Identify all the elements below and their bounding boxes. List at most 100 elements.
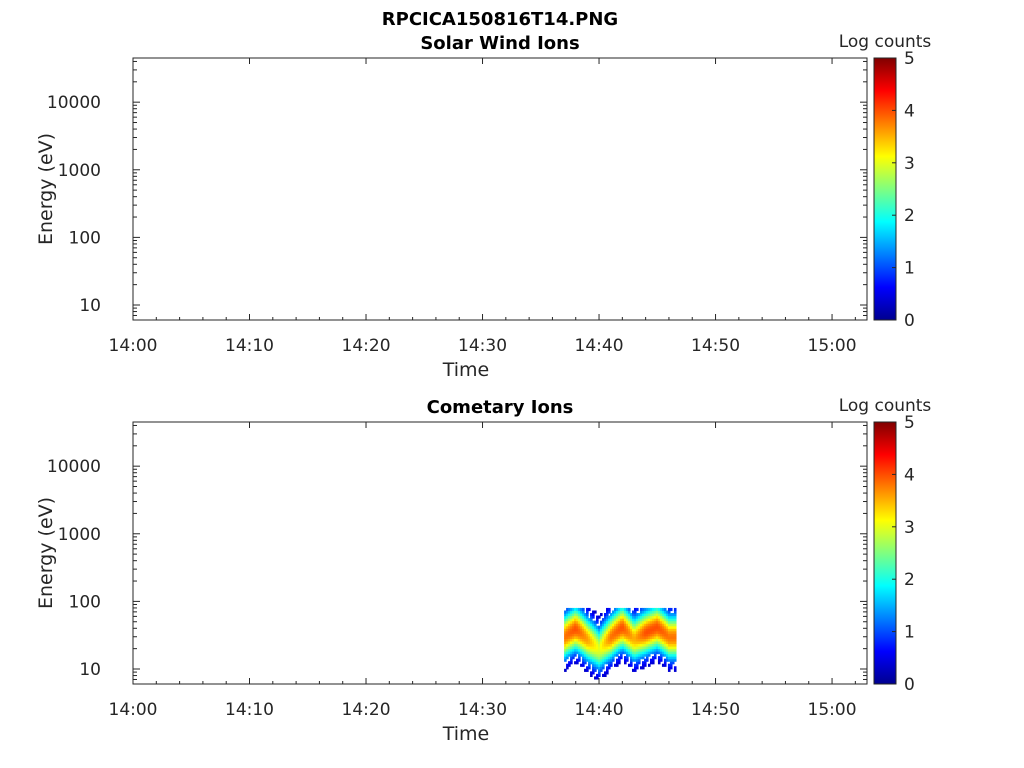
spectrogram-cell [604, 651, 607, 655]
y-tick-label: 10000 [47, 93, 101, 113]
spectrogram-cell [624, 645, 627, 650]
spectrogram-cell [602, 663, 605, 667]
spectrogram-cell [590, 648, 593, 652]
spectrogram-cell [606, 623, 609, 627]
spectrogram-cell [661, 638, 665, 642]
spectrogram-cell [574, 618, 577, 622]
spectrogram-cell [647, 651, 651, 655]
spectrogram-cell [629, 630, 633, 634]
spectrogram-cell [657, 630, 661, 634]
spectrogram-cell [592, 635, 595, 639]
spectrogram-cell [580, 630, 583, 634]
spectrogram-cell [622, 635, 625, 639]
spectrogram-cell [673, 635, 677, 639]
spectrogram-cell [612, 610, 615, 614]
spectrogram-cell [588, 623, 591, 627]
spectrogram-cell [637, 618, 641, 622]
spectrogram-cell [639, 651, 643, 655]
spectrogram-cell [669, 623, 673, 627]
spectrogram-cell [629, 633, 633, 637]
spectrogram-cell [653, 648, 657, 652]
spectrogram-cell [572, 630, 575, 634]
spectrogram-cell [606, 658, 609, 662]
spectrogram-cell [645, 618, 649, 622]
spectrogram-cell [665, 640, 669, 645]
spectrogram-cell [576, 643, 579, 647]
spectrogram-cell [598, 625, 601, 629]
spectrogram-cell [641, 648, 645, 652]
spectrogram-cell [618, 645, 621, 650]
spectrogram-cell [584, 633, 587, 637]
spectrogram-cell [624, 638, 627, 642]
spectrogram-cell [639, 633, 643, 637]
spectrogram-cell [657, 651, 661, 655]
spectrogram-cell [568, 620, 571, 624]
spectrogram-cell [635, 615, 639, 619]
spectrogram-cell [588, 656, 591, 660]
y-axis-label: Energy (eV) [35, 497, 57, 609]
spectrogram-cell [641, 638, 645, 642]
spectrogram-cell [631, 643, 635, 647]
spectrogram-cell [624, 625, 627, 629]
spectrogram-cell [590, 623, 593, 627]
spectrogram-cell [608, 638, 611, 642]
spectrogram-cell [673, 668, 677, 672]
spectrogram-cell [608, 630, 611, 634]
spectrogram-cell [651, 643, 655, 647]
spectrogram-cell [582, 645, 585, 650]
spectrogram-cell [606, 648, 609, 652]
spectrogram-cell [649, 623, 653, 627]
spectrogram-cell [600, 623, 603, 627]
spectrogram-cell [673, 630, 677, 634]
spectrogram-cell [590, 620, 593, 624]
spectrogram-cell [618, 638, 621, 642]
spectrogram-cell [653, 640, 657, 645]
spectrogram-cell [570, 628, 573, 632]
spectrogram-cell [653, 618, 657, 622]
spectrogram-cell [600, 668, 603, 672]
spectrogram-cell [624, 648, 627, 652]
spectrogram-cell [606, 666, 609, 670]
spectrogram-cell [649, 651, 653, 655]
spectrogram-cell [572, 618, 575, 622]
spectrogram-cell [614, 645, 617, 650]
spectrogram-cell [604, 618, 607, 622]
spectrogram-cell [643, 640, 647, 645]
spectrogram-cell [665, 630, 669, 634]
spectrogram-cell [641, 615, 645, 619]
spectrogram-cell [578, 607, 581, 612]
spectrogram-cell [590, 643, 593, 647]
spectrogram-cell [592, 651, 595, 655]
spectrogram-cell [588, 640, 591, 645]
spectrogram-cell [635, 653, 639, 657]
spectrogram-cell [592, 653, 595, 657]
spectrogram-cell [627, 607, 631, 612]
spectrogram-cell [641, 656, 645, 660]
spectrogram-cell [645, 658, 649, 662]
spectrogram-cell [608, 645, 611, 650]
spectrogram-cell [604, 625, 607, 629]
spectrogram-cell [568, 645, 571, 650]
spectrogram-cell [606, 620, 609, 624]
spectrogram-cell [627, 615, 631, 619]
spectrogram-cell [608, 658, 611, 662]
spectrogram-cell [627, 638, 631, 642]
spectrogram-cell [586, 635, 589, 639]
spectrogram-cell [588, 658, 591, 662]
spectrogram-cell [584, 668, 587, 672]
spectrogram-cell [626, 658, 629, 662]
spectrogram-cell [673, 640, 677, 645]
spectrogram-cell [665, 648, 669, 652]
spectrogram-cell [627, 628, 631, 632]
spectrogram-cell [582, 630, 585, 634]
spectrogram-cell [639, 653, 643, 657]
spectrogram-cell [637, 633, 641, 637]
spectrogram-cell [576, 648, 579, 652]
spectrogram-cell [637, 648, 641, 652]
spectrogram-cell [564, 638, 567, 642]
spectrogram-cell [606, 640, 609, 645]
spectrogram-cell [671, 648, 675, 652]
spectrogram-cell [618, 628, 621, 632]
spectrogram-cell [659, 656, 663, 660]
spectrogram-cell [566, 653, 569, 657]
